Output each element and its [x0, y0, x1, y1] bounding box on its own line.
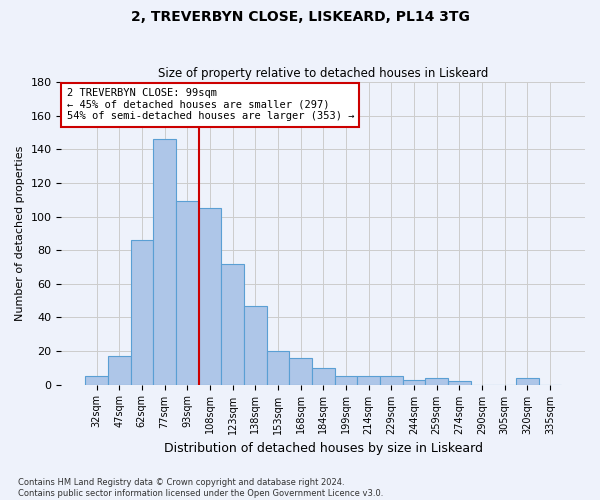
Bar: [199, 208, 221, 384]
Bar: [289, 358, 312, 384]
Bar: [403, 380, 425, 384]
Bar: [244, 306, 266, 384]
Bar: [448, 381, 470, 384]
Bar: [425, 378, 448, 384]
Bar: [85, 376, 108, 384]
X-axis label: Distribution of detached houses by size in Liskeard: Distribution of detached houses by size …: [164, 442, 483, 455]
Bar: [131, 240, 153, 384]
Bar: [108, 356, 131, 384]
Bar: [335, 376, 357, 384]
Y-axis label: Number of detached properties: Number of detached properties: [15, 146, 25, 321]
Bar: [153, 139, 176, 384]
Title: Size of property relative to detached houses in Liskeard: Size of property relative to detached ho…: [158, 66, 488, 80]
Bar: [312, 368, 335, 384]
Text: 2 TREVERBYN CLOSE: 99sqm
← 45% of detached houses are smaller (297)
54% of semi-: 2 TREVERBYN CLOSE: 99sqm ← 45% of detach…: [67, 88, 354, 122]
Bar: [221, 264, 244, 384]
Bar: [380, 376, 403, 384]
Text: Contains HM Land Registry data © Crown copyright and database right 2024.
Contai: Contains HM Land Registry data © Crown c…: [18, 478, 383, 498]
Text: 2, TREVERBYN CLOSE, LISKEARD, PL14 3TG: 2, TREVERBYN CLOSE, LISKEARD, PL14 3TG: [131, 10, 469, 24]
Bar: [516, 378, 539, 384]
Bar: [176, 202, 199, 384]
Bar: [266, 351, 289, 384]
Bar: [357, 376, 380, 384]
